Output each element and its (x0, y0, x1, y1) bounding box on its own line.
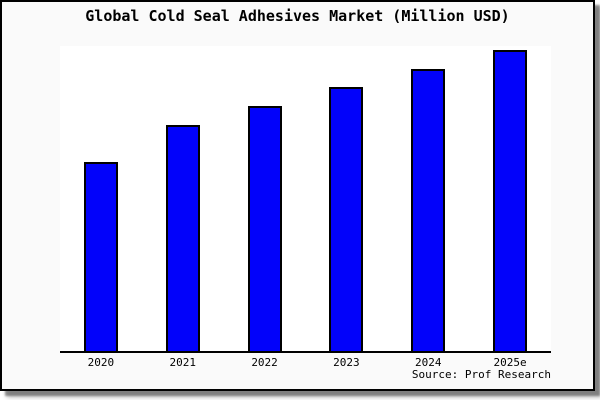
bar-2024 (411, 69, 446, 351)
x-axis-label-2024: 2024 (414, 356, 442, 369)
source-note: Source: Prof Research (411, 368, 551, 381)
x-axis-label-2022: 2022 (251, 356, 278, 369)
bar-2021 (165, 125, 200, 351)
chart-title: Global Cold Seal Adhesives Market (Milli… (85, 7, 510, 25)
x-axis-label-2025e: 2025e (493, 356, 527, 369)
bar-2022 (247, 106, 282, 351)
bar-2020 (83, 162, 118, 351)
chart-frame: Global Cold Seal Adhesives Market (Milli… (0, 0, 595, 391)
x-axis-label-2021: 2021 (169, 356, 196, 369)
x-axis-label-2023: 2023 (333, 356, 360, 369)
x-axis-label-2020: 2020 (87, 356, 115, 369)
bar-2025e (493, 50, 528, 351)
bar-2023 (329, 87, 364, 351)
x-axis-labels: 2020 2021 2022 2023 2024 2025e (60, 356, 551, 369)
plot-area (60, 46, 551, 353)
